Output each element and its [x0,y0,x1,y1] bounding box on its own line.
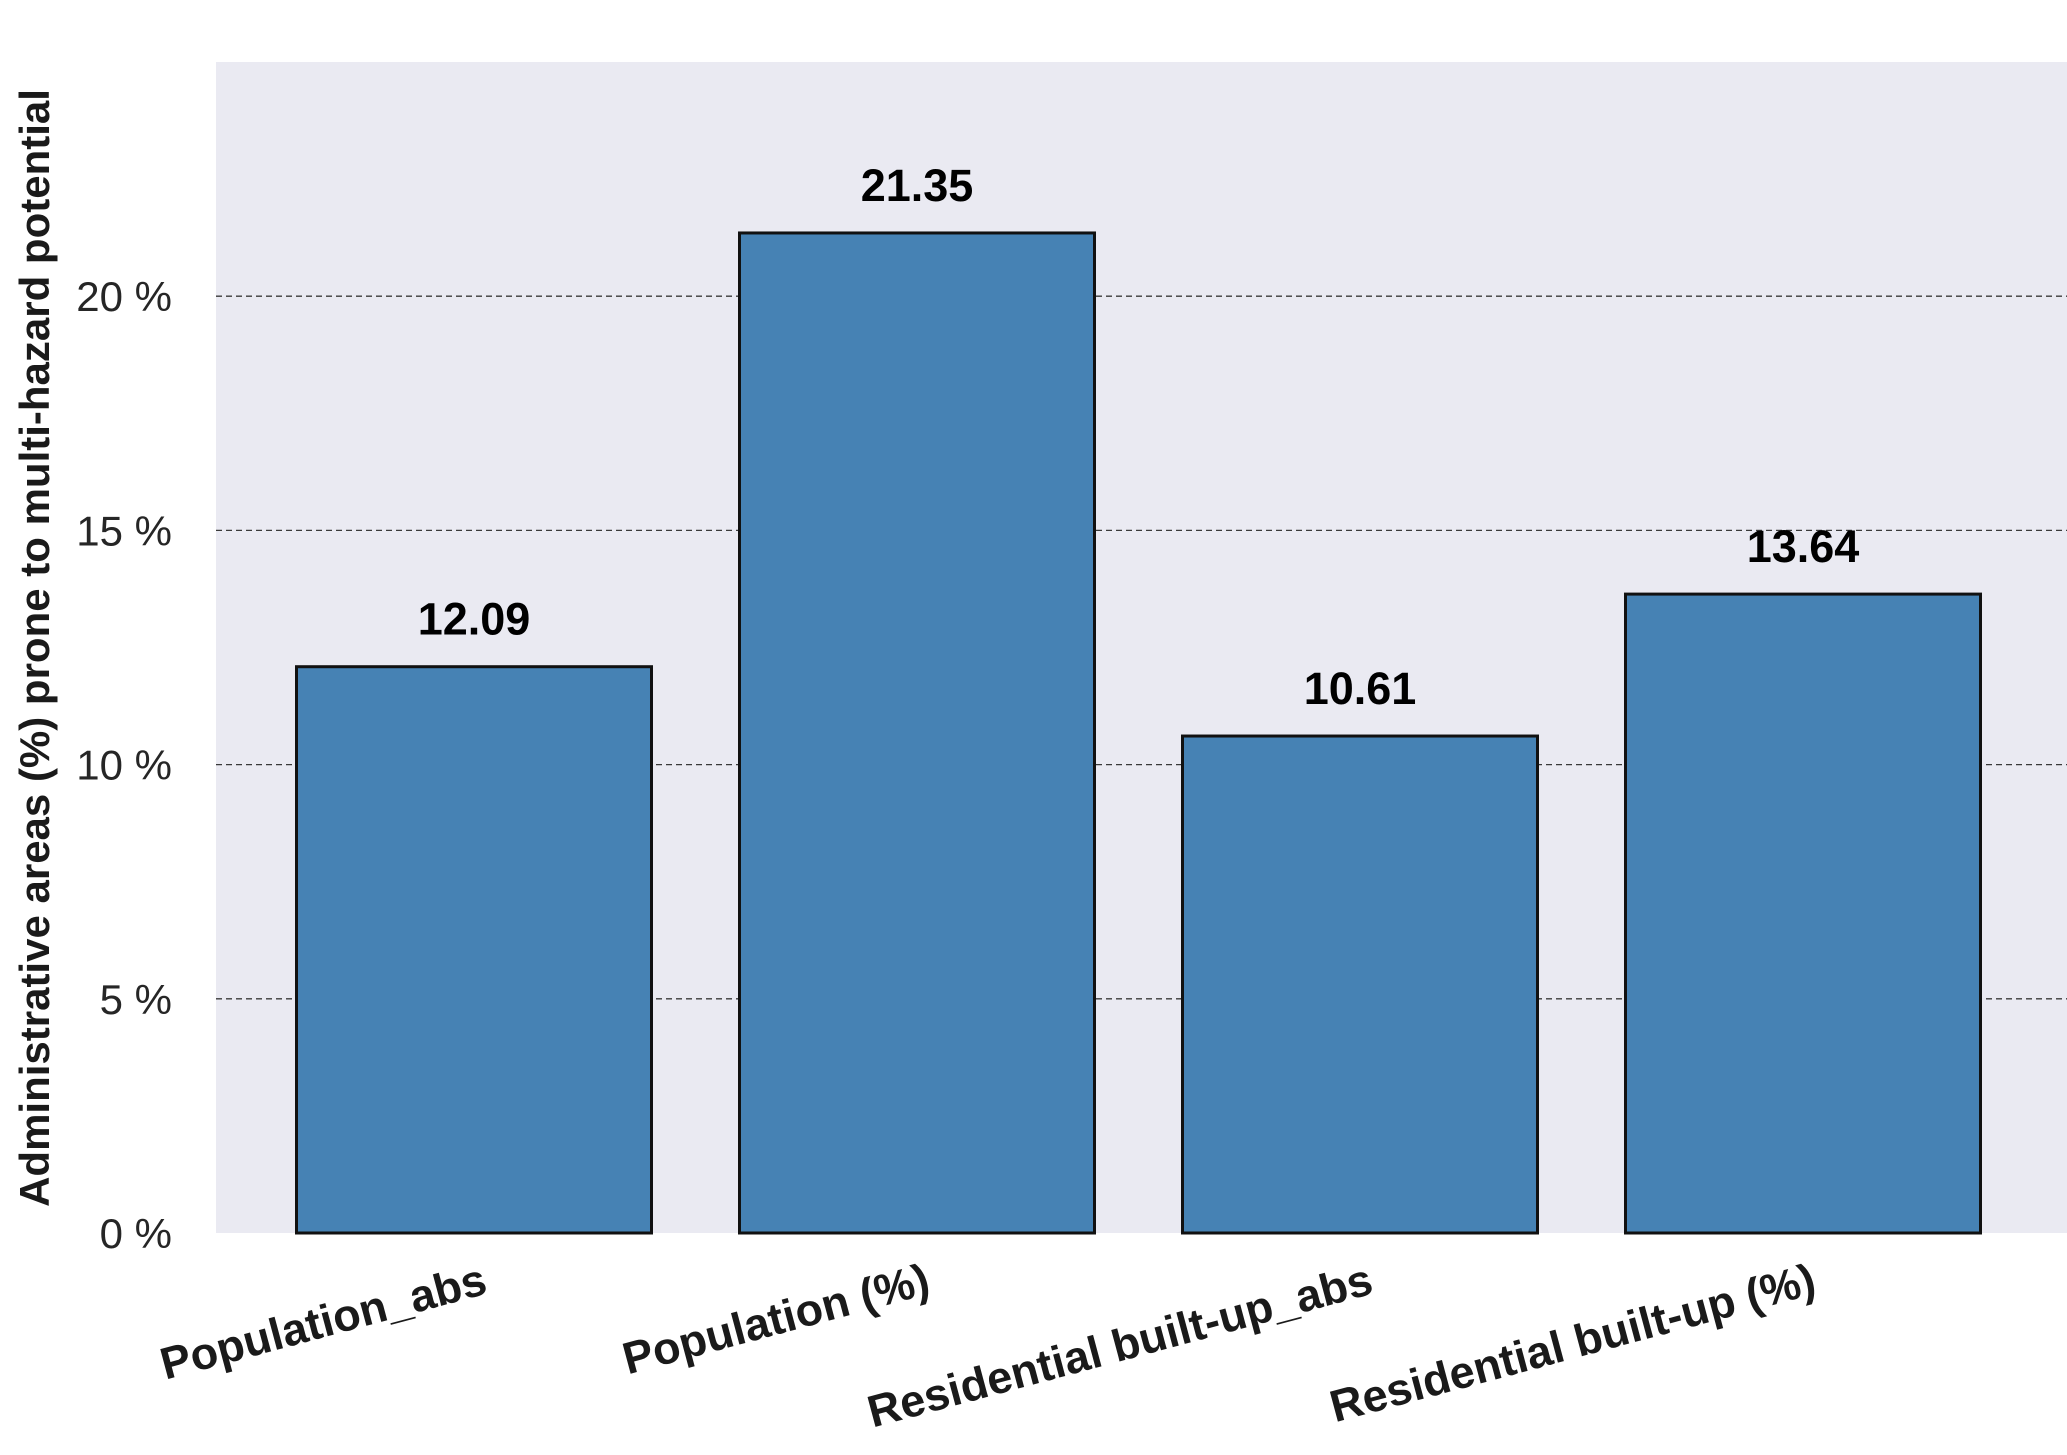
bar-value-label: 10.61 [1304,663,1417,714]
y-axis-ticks: 0 % 5 % 10 % 15 % 20 % [76,273,172,1257]
data-labels: 12.09 21.35 10.61 13.64 [418,160,1860,714]
y-axis-title: Administrative areas (%) prone to multi-… [11,89,58,1207]
x-tick-label: Population (%) [617,1253,934,1384]
bar-value-label: 12.09 [418,594,531,645]
y-tick-label: 15 % [76,507,172,554]
x-tick-label: Population_abs [155,1253,492,1389]
bar [1624,592,1982,1235]
bar [738,231,1096,1235]
x-tick-label: Residential built-up_abs [862,1253,1378,1437]
bars [295,231,1982,1235]
x-axis-ticks: Population_abs Population (%)Residential … [155,1253,1821,1437]
y-tick-label: 20 % [76,273,172,320]
y-tick-label: 5 % [100,976,172,1023]
bar-value-label: 13.64 [1747,521,1860,572]
y-tick-label: 0 % [100,1210,172,1257]
bar-value-label: 21.35 [861,160,974,211]
bar [1181,734,1539,1235]
y-tick-label: 10 % [76,742,172,789]
x-tick-label: Residential built-up (%) [1324,1253,1820,1432]
bar [295,665,653,1235]
